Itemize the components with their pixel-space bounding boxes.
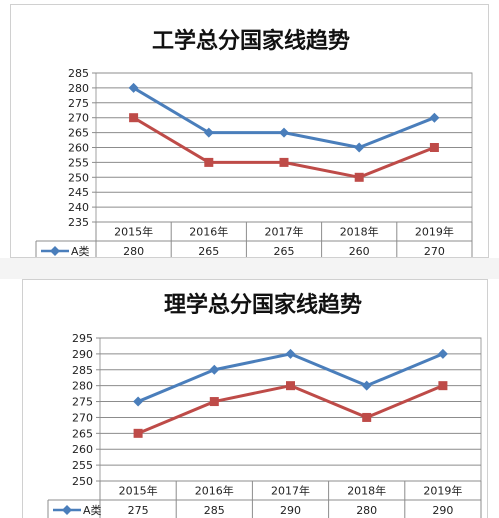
data-point bbox=[354, 142, 365, 153]
data-table-value: 290 bbox=[432, 504, 453, 517]
legend-label: A类 bbox=[71, 244, 90, 258]
x-category-label: 2016年 bbox=[195, 484, 234, 498]
legend-marker bbox=[50, 246, 60, 256]
data-point bbox=[203, 127, 214, 138]
data-point bbox=[133, 396, 144, 407]
y-tick-label: 260 bbox=[68, 142, 89, 155]
y-tick-label: 255 bbox=[68, 156, 89, 169]
chart-panel-engineering: 工学总分国家线趋势 285 280 275 270 265 260 255 250 245 240 2… bbox=[10, 4, 489, 258]
y-tick-label: 275 bbox=[68, 97, 89, 110]
y-tick-label: 280 bbox=[72, 380, 93, 393]
x-category-label: 2019年 bbox=[423, 484, 462, 498]
data-point bbox=[354, 172, 364, 182]
data-table-value: 270 bbox=[424, 245, 445, 258]
data-table-value: 285 bbox=[204, 504, 225, 517]
series-line-0 bbox=[137, 352, 444, 403]
y-tick-label: 295 bbox=[72, 332, 93, 345]
legend-label: A类 bbox=[83, 503, 102, 517]
y-tick-label: 260 bbox=[72, 443, 93, 456]
x-category-label: 2019年 bbox=[415, 225, 454, 239]
x-category-label: 2018年 bbox=[347, 484, 386, 498]
chart-engineering: 工学总分国家线趋势2852802752702652602552502452402… bbox=[35, 28, 473, 258]
x-category-label: 2016年 bbox=[189, 225, 228, 239]
data-table-value: 280 bbox=[356, 504, 377, 517]
legend-marker bbox=[62, 505, 72, 515]
y-tick-label: 270 bbox=[68, 112, 89, 125]
data-point bbox=[429, 112, 440, 123]
chart-title: 工学总分国家线趋势 bbox=[152, 28, 350, 54]
data-point bbox=[429, 143, 439, 152]
x-category-label: 2015年 bbox=[114, 225, 153, 239]
data-table-value: 260 bbox=[349, 245, 370, 258]
data-point bbox=[279, 127, 289, 138]
y-tick-label: 265 bbox=[68, 127, 89, 140]
data-point bbox=[438, 381, 448, 391]
plot-area bbox=[99, 337, 482, 482]
data-point bbox=[286, 381, 295, 391]
y-tick-label: 285 bbox=[72, 364, 93, 377]
data-point bbox=[285, 348, 296, 359]
data-table-value: 265 bbox=[274, 245, 295, 258]
chart-science: 理学总分国家线趋势 295 290 285 280 275 270 265 260 255 250 2… bbox=[47, 292, 482, 518]
y-tick-label: 290 bbox=[72, 348, 93, 361]
series-line-1 bbox=[137, 384, 444, 435]
data-point bbox=[279, 157, 289, 167]
data-table-value: 265 bbox=[198, 245, 219, 258]
data-point bbox=[129, 113, 139, 123]
y-tick-label: 250 bbox=[68, 171, 89, 184]
y-tick-label: 240 bbox=[68, 201, 89, 214]
y-tick-label: 235 bbox=[68, 216, 89, 229]
data-point bbox=[437, 348, 448, 359]
data-table-value: 280 bbox=[123, 245, 144, 258]
y-tick-label: 255 bbox=[72, 459, 93, 472]
data-point bbox=[204, 157, 214, 167]
y-tick-label: 245 bbox=[68, 186, 89, 199]
data-table-value: 275 bbox=[128, 504, 149, 517]
x-category-label: 2017年 bbox=[265, 225, 304, 239]
chart-title: 理学总分国家线趋势 bbox=[164, 292, 362, 318]
data-point bbox=[209, 397, 219, 407]
x-category-label: 2015年 bbox=[119, 484, 158, 498]
data-point bbox=[133, 428, 143, 438]
y-tick-label: 270 bbox=[72, 411, 93, 424]
x-category-label: 2018年 bbox=[340, 225, 379, 239]
data-table-value: 290 bbox=[280, 504, 301, 517]
data-point bbox=[209, 364, 220, 375]
y-tick-label: 250 bbox=[72, 475, 93, 488]
data-point bbox=[361, 380, 372, 391]
data-point bbox=[128, 82, 139, 93]
y-tick-label: 280 bbox=[68, 82, 89, 95]
x-category-label: 2017年 bbox=[271, 484, 310, 498]
data-point bbox=[362, 412, 372, 422]
panel-divider bbox=[0, 258, 499, 279]
y-tick-label: 285 bbox=[68, 67, 89, 80]
chart-panel-science: 理学总分国家线趋势 295 290 285 280 275 270 265 260 255 250 2… bbox=[22, 279, 488, 518]
y-tick-label: 265 bbox=[72, 427, 93, 440]
y-tick-label: 275 bbox=[72, 396, 93, 409]
